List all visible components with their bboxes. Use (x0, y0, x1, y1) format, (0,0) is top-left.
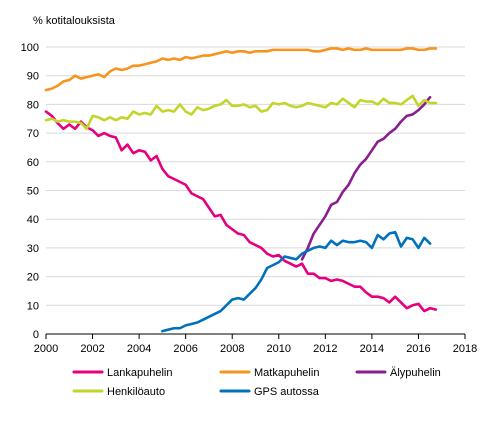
x-tick-label-2010: 2010 (267, 343, 291, 355)
x-tick-label-2012: 2012 (313, 343, 337, 355)
gridlines (46, 46, 465, 306)
y-tick-label-80: 80 (27, 99, 39, 111)
legend-label-gps-autossa: GPS autossa (254, 386, 320, 398)
x-tick-label-2014: 2014 (360, 343, 384, 355)
y-tick-label-10: 10 (27, 300, 39, 312)
x-tick-label-2000: 2000 (34, 343, 58, 355)
y-tick-label-0: 0 (33, 329, 39, 341)
y-tick-label-40: 40 (27, 214, 39, 226)
legend-label-älypuhelin: Älypuhelin (390, 367, 441, 379)
x-tick-label-2008: 2008 (220, 343, 244, 355)
y-axis-title: % kotitalouksista (33, 15, 116, 27)
y-tick-label-100: 100 (21, 42, 39, 54)
y-tick-label-30: 30 (27, 243, 39, 255)
y-tick-label-70: 70 (27, 128, 39, 140)
legend-label-matkapuhelin: Matkapuhelin (254, 367, 319, 379)
legend-label-henkilöauto: Henkilöauto (107, 386, 165, 398)
series-line-älypuhelin (300, 95, 432, 261)
legend: Lankapuhelin Matkapuhelin Älypuhelin Henkil… (72, 367, 441, 398)
y-tick-label-90: 90 (27, 71, 39, 83)
legend-label-lankapuhelin: Lankapuhelin (107, 367, 172, 379)
y-tick-label-50: 50 (27, 186, 39, 198)
series-line-henkilöauto (44, 94, 438, 131)
series-line-lankapuhelin (44, 110, 438, 313)
x-tick-label-2016: 2016 (406, 343, 430, 355)
x-tick-label-2002: 2002 (80, 343, 104, 355)
x-tick-label-2004: 2004 (127, 343, 151, 355)
series-line-matkapuhelin (44, 47, 438, 92)
x-tick-label-2006: 2006 (173, 343, 197, 355)
axes: 0 10 20 30 40 50 60 70 80 90 100 2000 2002 2004 2006 20… (21, 42, 478, 355)
series-line-gps-autossa (161, 230, 432, 333)
x-tick-label-2018: 2018 (453, 343, 477, 355)
y-tick-label-60: 60 (27, 157, 39, 169)
y-tick-label-20: 20 (27, 272, 39, 284)
series-lines (44, 47, 438, 333)
